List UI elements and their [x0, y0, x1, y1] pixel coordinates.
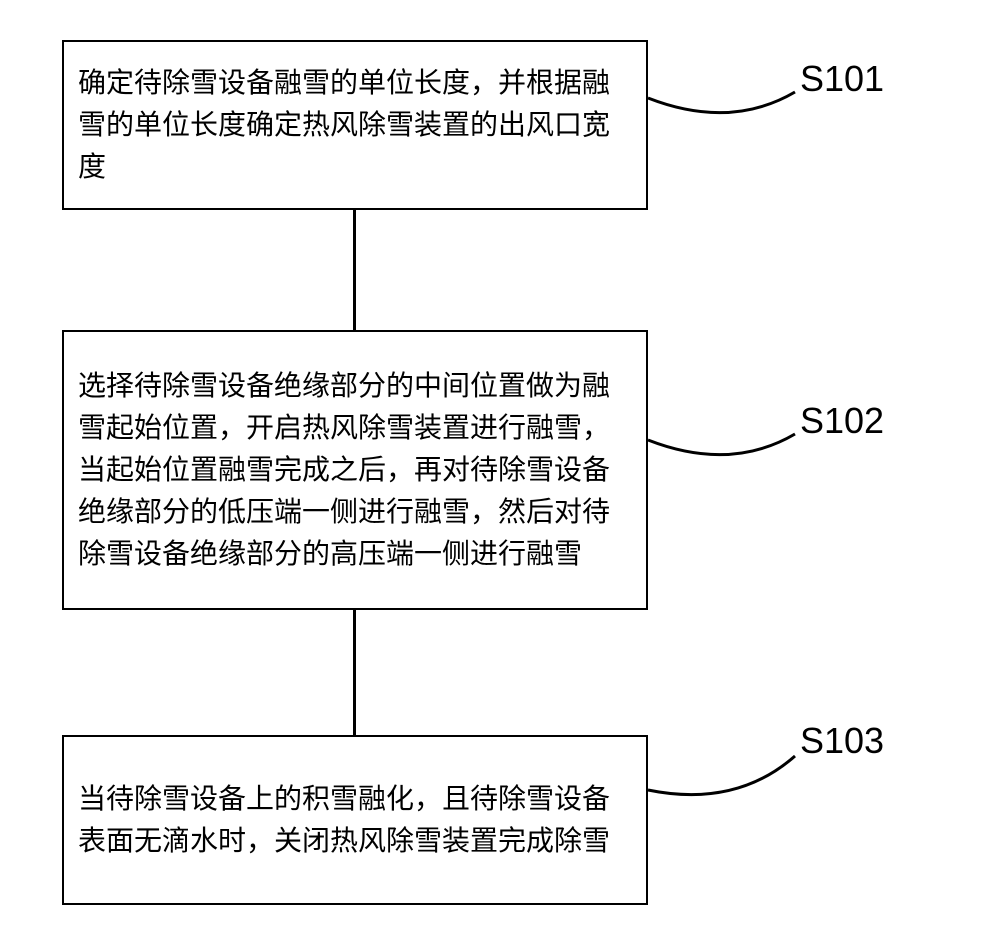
label-s103: S103: [800, 720, 884, 762]
connector-1: [353, 210, 356, 330]
flowchart-canvas: 确定待除雪设备融雪的单位长度，并根据融雪的单位长度确定热风除雪装置的出风口宽度 …: [0, 0, 1000, 952]
step-s102: 选择待除雪设备绝缘部分的中间位置做为融雪起始位置，开启热风除雪装置进行融雪，当起…: [62, 330, 648, 610]
step-s101: 确定待除雪设备融雪的单位长度，并根据融雪的单位长度确定热风除雪装置的出风口宽度: [62, 40, 648, 210]
step-s103-text: 当待除雪设备上的积雪融化，且待除雪设备表面无滴水时，关闭热风除雪装置完成除雪: [78, 778, 632, 862]
label-s102: S102: [800, 400, 884, 442]
connector-2: [353, 610, 356, 735]
step-s102-text: 选择待除雪设备绝缘部分的中间位置做为融雪起始位置，开启热风除雪装置进行融雪，当起…: [78, 365, 632, 575]
label-s101: S101: [800, 58, 884, 100]
step-s101-text: 确定待除雪设备融雪的单位长度，并根据融雪的单位长度确定热风除雪装置的出风口宽度: [78, 62, 632, 188]
step-s103: 当待除雪设备上的积雪融化，且待除雪设备表面无滴水时，关闭热风除雪装置完成除雪: [62, 735, 648, 905]
